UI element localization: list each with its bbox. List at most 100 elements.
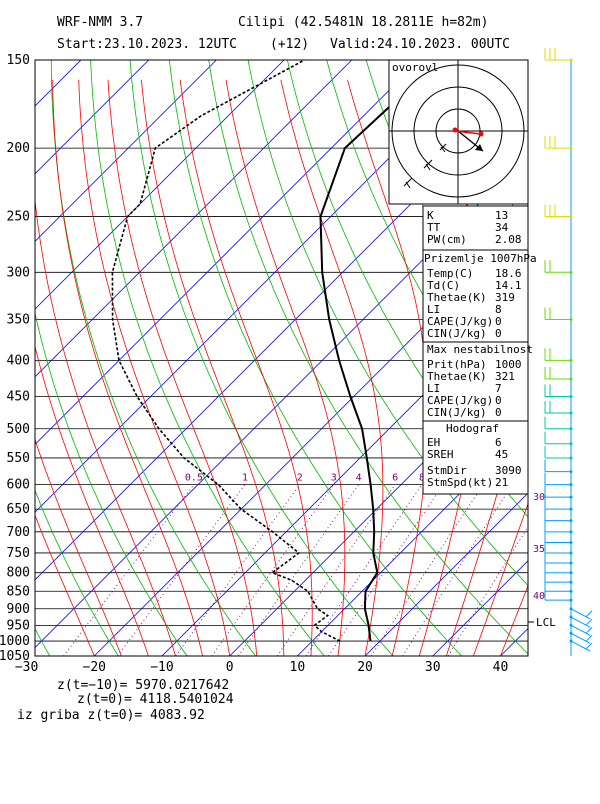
moist-adiabat-20 [281,80,383,656]
footer: z(t=−10)= 5970.0217642 z(t=0)= 4118.5401… [17,678,234,723]
hodo-point-surface [453,128,458,133]
isotherm--10 [162,60,600,656]
wind-barb-450 [545,384,573,398]
hodo-point-top [479,132,484,137]
pressure-label-150: 150 [7,53,30,68]
moist-adiabat-8 [141,80,283,656]
wind-barb-875 [545,588,573,602]
temp-label--30: −30 [15,660,38,675]
pressure-label-200: 200 [7,141,30,156]
wind-barb-425 [545,367,573,381]
mixing-label-2: 2 [297,473,303,484]
wind-barb-400 [545,348,573,362]
mixing-line-30 [448,485,555,656]
pressure-label-250: 250 [7,209,30,224]
indices-panel: K 13 TT 34 PW(cm) 2.08 Prizemlje 1007hPa… [423,206,537,494]
hodo-stmspd-name: StmSpd(kt) [427,476,493,489]
right-axis-labels: 30 35 40 LCL [528,492,556,629]
temp-label-10: 10 [290,660,306,675]
mixing-label-0.5: 0.5 [185,473,203,484]
index-pw-value: 2.08 [495,233,522,246]
dry-adiabat-0 [51,60,255,656]
pressure-label-300: 300 [7,265,30,280]
wind-barb-700 [545,520,573,534]
isotherm-50 [568,60,600,656]
hodo-stmspd-value: 21 [495,476,508,489]
wind-barb-625 [545,485,573,499]
temp-label--20: −20 [83,660,106,675]
mixing-label-3: 3 [331,473,337,484]
surface-cin-name: CIN(J/kg) [427,327,487,340]
station-info: Cilipi (42.5481N 18.2811E h=82m) [238,15,488,30]
pressure-label-400: 400 [7,353,30,368]
maxinst-title: Max nestabilnost [427,343,533,356]
model-name: WRF-NMM 3.7 [57,15,143,30]
isotherm--60 [0,60,419,656]
pressure-axis: 1502002503003504004505005506006507007508… [0,53,30,664]
moist-adiabat-16 [226,80,345,656]
dry-adiabat-10 [91,60,325,656]
mixing-line-15 [371,485,483,656]
hodo-stats-title: Hodograf [446,422,499,435]
temp-label-30: 30 [425,660,441,675]
hodo-sreh-value: 45 [495,448,508,461]
wind-barb-250 [545,204,573,218]
z-zero: z(t=0)= 4118.5401024 [77,692,234,707]
wind-barb-850 [545,579,573,593]
pressure-label-350: 350 [7,313,30,328]
wind-barb-150 [545,48,573,62]
z-zero-grib: iz griba z(t=0)= 4083.92 [17,708,205,723]
wind-barb-525 [545,432,573,446]
hodo-sreh-name: SREH [427,448,454,461]
mixing-line-2 [176,485,300,656]
run-start: Start:23.10.2023. 12UTC [57,37,237,52]
maxinst-cin-value: 0 [495,406,502,419]
wind-barb-300 [545,260,573,274]
hodograph-title: ovorovl [392,61,438,74]
right-label-40: 40 [533,591,545,602]
wind-barb-475 [545,401,573,415]
mixing-label-1: 1 [242,473,248,484]
temp-label-20: 20 [357,660,373,675]
wind-barb-500 [545,417,573,431]
wind-barb-825 [545,570,573,584]
pressure-label-600: 600 [7,478,30,493]
right-label-30: 30 [533,492,545,503]
lcl-label: LCL [536,616,556,629]
pressure-label-550: 550 [7,451,30,466]
valid-time: Valid:24.10.2023. 00UTC [330,37,510,52]
wind-barb-1000 [570,640,593,652]
dry-adiabat-130 [563,60,600,656]
moist-adiabat--4 [53,80,203,656]
wind-barb-900 [570,607,593,619]
wind-barb-550 [545,446,573,460]
pressure-label-1000: 1000 [0,634,30,649]
mixing-line-10 [329,485,444,656]
temp-label--10: −10 [150,660,173,675]
mixing-line-0.5 [64,485,194,656]
wind-barb-575 [545,460,573,474]
wind-barb-650 [545,497,573,511]
wind-barb-675 [545,509,573,523]
pressure-label-500: 500 [7,422,30,437]
z-minus10: z(t=−10)= 5970.0217642 [57,678,229,693]
mixing-line-1 [118,485,245,656]
moist-adiabat-12 [180,80,312,656]
dry-adiabat-120 [524,60,600,656]
header: WRF-NMM 3.7 Cilipi (42.5481N 18.2811E h=… [57,15,510,52]
mixing-label-6: 6 [392,473,398,484]
wind-barb-950 [570,624,593,636]
dry-adiabat-20 [130,60,393,656]
hodograph: ovorovl [389,60,528,204]
moist-adiabat-4 [108,80,257,656]
index-pw-name: PW(cm) [427,233,467,246]
pressure-label-700: 700 [7,525,30,540]
wind-barb-200 [545,136,573,150]
pressure-label-650: 650 [7,502,30,517]
pressure-label-750: 750 [7,546,30,561]
wind-barb-925 [570,616,593,628]
pressure-label-950: 950 [7,618,30,633]
maxinst-cin-name: CIN(J/kg) [427,406,487,419]
